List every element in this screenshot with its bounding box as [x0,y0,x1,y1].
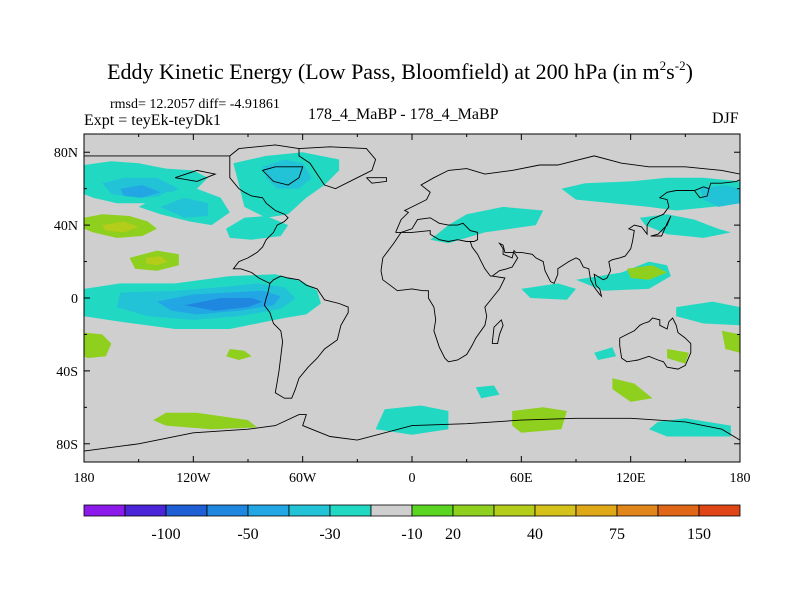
experiment-label: Expt = teyEk-teyDk1 [84,112,221,129]
colorbar-label-5: 40 [527,526,543,543]
contour-region-2 [120,185,161,198]
colorbar-label-6: 75 [609,526,625,543]
contour-region-21 [475,385,500,399]
contour-region-20 [430,206,544,244]
colorbar-box-4 [247,504,290,517]
contour-region-25 [648,418,731,437]
contour-region-27 [667,349,689,364]
contour-region-32 [627,265,668,280]
y-tick-label-4: 80S [56,438,78,453]
coastline-0 [84,155,349,399]
contour-region-7 [102,221,139,233]
axes-layer: 180 120W 60W 0 60E 120E 180 80N 40N 0 40S 80S [54,134,751,486]
colorbar-box-9 [452,504,495,517]
chart-title-sup1: 2 [659,58,667,73]
colorbar-label-1: -50 [237,526,258,543]
coastline-layer [84,144,740,452]
colorbar: -100 -50 -30 -10 20 40 75 150 [83,504,741,543]
chart-title-end: ) [685,59,693,84]
contour-region-29 [699,185,740,207]
colorbar-box-7 [370,504,413,517]
colorbar-box-1 [124,504,167,517]
x-tick-label-3: 0 [409,471,416,486]
contour-region-28 [561,177,740,211]
chart-title-main: Eddy Kinetic Energy (Low Pass, Bloomfiel… [107,59,660,84]
contour-region-19 [375,405,449,435]
contour-region-15 [184,298,263,311]
colorbar-label-2: -30 [319,526,340,543]
x-tick-label-1: 120W [176,471,211,486]
contour-region-23 [612,378,653,402]
y-tick-label-1: 40N [54,219,78,234]
x-tick-label-2: 60W [289,471,317,486]
coastline-11 [650,215,672,237]
colorbar-box-14 [657,504,700,517]
contour-region-16 [84,332,112,359]
coastline-7 [395,217,479,242]
contour-region-18 [153,412,258,430]
coastline-10 [694,188,710,199]
y-tick-label-2: 0 [71,292,78,307]
coastline-13 [491,319,504,345]
colorbar-label-3: -10 [401,526,422,543]
colorbar-box-11 [534,504,577,517]
colorbar-box-12 [575,504,618,517]
contour-region-11 [146,256,168,266]
contour-region-33 [521,283,576,300]
colorbar-box-10 [493,504,536,517]
colorbar-box-6 [329,504,372,517]
coastline-3 [261,166,304,186]
colorbar-label-0: -100 [151,526,180,543]
chart-title: Eddy Kinetic Energy (Low Pass, Bloomfiel… [0,58,800,85]
coastline-6 [395,155,740,233]
colorbar-box-5 [288,504,331,517]
contour-region-22 [512,407,567,433]
y-tick-label-0: 80N [54,146,78,161]
coastline-9 [491,179,740,298]
coastline-14 [84,414,740,452]
comparison-label: 178_4_MaBP - 178_4_MaBP [308,106,499,123]
contour-region-17 [226,349,252,360]
x-tick-label-4: 60E [510,471,533,486]
chart-title-mid: s [666,59,675,84]
coastline-1 [229,144,300,157]
colorbar-box-8 [411,504,454,517]
x-tick-label-5: 120E [616,471,646,486]
chart-title-sup2: -2 [674,58,686,73]
contour-region-30 [639,214,731,238]
colorbar-label-4: 20 [445,526,461,543]
contour-region-26 [594,347,617,360]
contour-region-24 [721,330,740,353]
coastline-12 [619,317,692,370]
colorbar-box-15 [698,504,741,517]
coastline-2 [298,146,377,190]
colorbar-label-7: 150 [687,526,711,543]
coastline-4 [174,169,217,182]
rmsd-diff-stats: rmsd= 12.2057 diff= -4.91861 [110,97,280,112]
colorbar-box-13 [616,504,659,517]
coastline-5 [366,177,387,184]
coastline-8 [380,232,506,363]
contour-region-34 [676,301,740,326]
x-tick-label-0: 180 [74,471,95,486]
season-label: DJF [712,110,739,127]
colorbar-box-2 [165,504,208,517]
colorbar-box-3 [206,504,249,517]
colorbar-box-0 [83,504,126,517]
x-tick-label-6: 180 [730,471,751,486]
y-tick-label-3: 40S [56,365,78,380]
contour-region-4 [160,197,208,218]
